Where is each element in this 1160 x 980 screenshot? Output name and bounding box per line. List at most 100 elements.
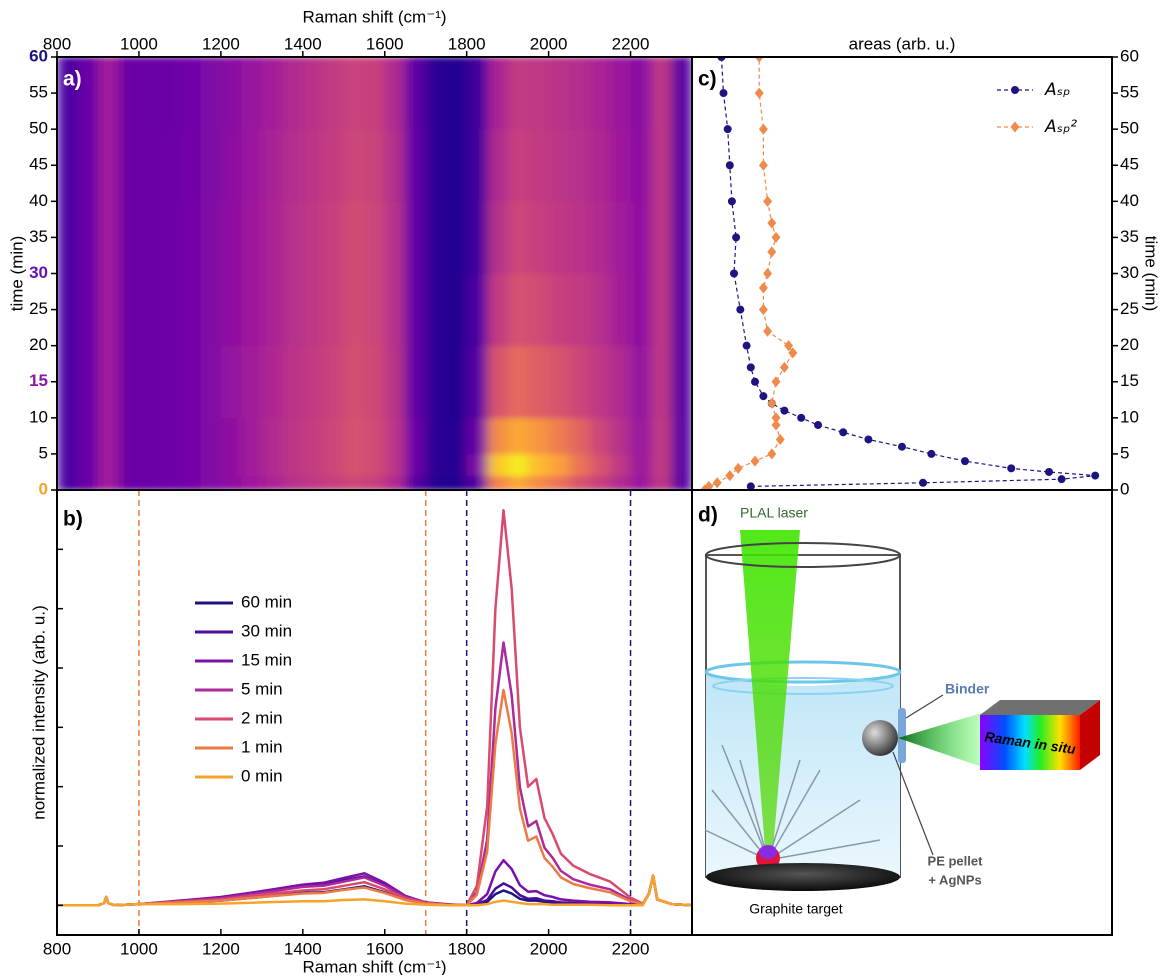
x-tick-label: 1800 [448,34,486,53]
marker [730,269,738,278]
heatmap-cell [179,417,201,455]
heatmap-cell [671,57,692,130]
x-tick-label: 800 [43,939,71,958]
heatmap-cell [343,475,365,490]
panel-label: d) [698,504,718,527]
spectrometer-top [980,700,1100,715]
heatmap-cell [446,475,468,490]
heatmap-cell [77,345,99,419]
heatmap-cell [364,57,386,130]
heatmap-cell [159,345,181,419]
heatmap-cell [425,57,447,130]
x-tick-label: 2000 [530,34,568,53]
heatmap-cell [630,273,652,347]
heatmap-cells [57,57,692,490]
heatmap-cell [548,129,570,202]
heatmap-cell [159,475,181,490]
heatmap-cell [487,273,509,347]
heatmap-cell [589,201,611,274]
heatmap-cell [77,273,99,347]
heatmap-cell [241,453,263,477]
heatmap-cell [487,201,509,274]
heatmap-cell [179,453,201,477]
x-tick-label: 2200 [612,939,650,958]
heatmap-cell [446,417,468,455]
heatmap-cell [651,417,673,455]
marker [1045,467,1053,476]
x-tick-label: 1400 [284,34,322,53]
heatmap-cell [405,273,427,347]
spectrum-line [57,641,692,907]
heatmap-cell [671,453,692,477]
heatmap-cell [405,57,427,130]
heatmap-cell [261,453,283,477]
marker [746,363,755,372]
heatmap-cell [466,201,488,274]
heatmap-cell [179,475,201,490]
y-tick-label: 40 [29,191,48,210]
heatmap-cell [405,345,427,419]
heatmap-cell [282,475,304,490]
marker [839,428,848,437]
heatmap-cell [569,453,591,477]
marker [758,304,768,316]
heatmap-cell [589,57,611,130]
heatmap-cell [241,345,263,419]
heatmap-cell [138,273,160,347]
heatmap-cell [261,417,283,455]
marker [754,87,764,99]
heatmap-cell [548,453,570,477]
marker [788,347,798,359]
heatmap-cell [220,417,242,455]
marker [719,89,728,98]
legend-label: 60 min [241,592,292,611]
y-tick-label: 60 [29,46,48,65]
heatmap-cell [57,345,78,419]
heatmap-cell [446,273,468,347]
plot-area [700,57,1100,490]
heatmap-cell [651,57,673,130]
heatmap-cell [466,475,488,490]
marker [919,478,927,487]
particles [704,744,881,861]
heatmap-cell [282,417,304,455]
heatmap [57,57,692,490]
legend-marker [1010,121,1020,133]
marker [1007,464,1016,473]
heatmap-cell [220,453,242,477]
heatmap-cell [548,345,570,419]
label: Graphite target [749,901,842,917]
heatmap-cell [651,273,673,347]
spectrum-line [57,508,692,907]
heatmap-cell [610,57,632,130]
heatmap-cell [302,453,324,477]
heatmap-cell [179,57,201,130]
heatmap-cell [487,129,509,202]
heatmap-cell [610,201,632,274]
heatmap-cell [589,345,611,419]
heatmap-cell [302,345,324,419]
heatmap-cell [466,57,488,130]
heatmap-cell [405,417,427,455]
heatmap-cell [507,453,529,477]
heatmap-cell [425,453,447,477]
heatmap-cell [241,201,263,274]
heatmap-cell [487,345,509,419]
heatmap-cell [118,129,140,202]
heatmap-cell [261,345,283,419]
legend-label: 15 min [241,650,292,669]
y-tick-label: 0 [39,479,48,498]
label: PE pellet [928,853,984,868]
heatmap-cell [241,57,263,130]
y-tick-label: 40 [1120,191,1139,210]
heatmap-cell [323,201,345,274]
heatmap-cell [343,417,365,455]
x-tick-label: 1600 [366,939,404,958]
legend-label: 1 min [241,737,283,756]
y-tick-label: 20 [1120,335,1139,354]
heatmap-cell [138,475,160,490]
heatmap-cell [384,57,406,130]
heatmap-cell [138,453,160,477]
heatmap-cell [364,417,386,455]
